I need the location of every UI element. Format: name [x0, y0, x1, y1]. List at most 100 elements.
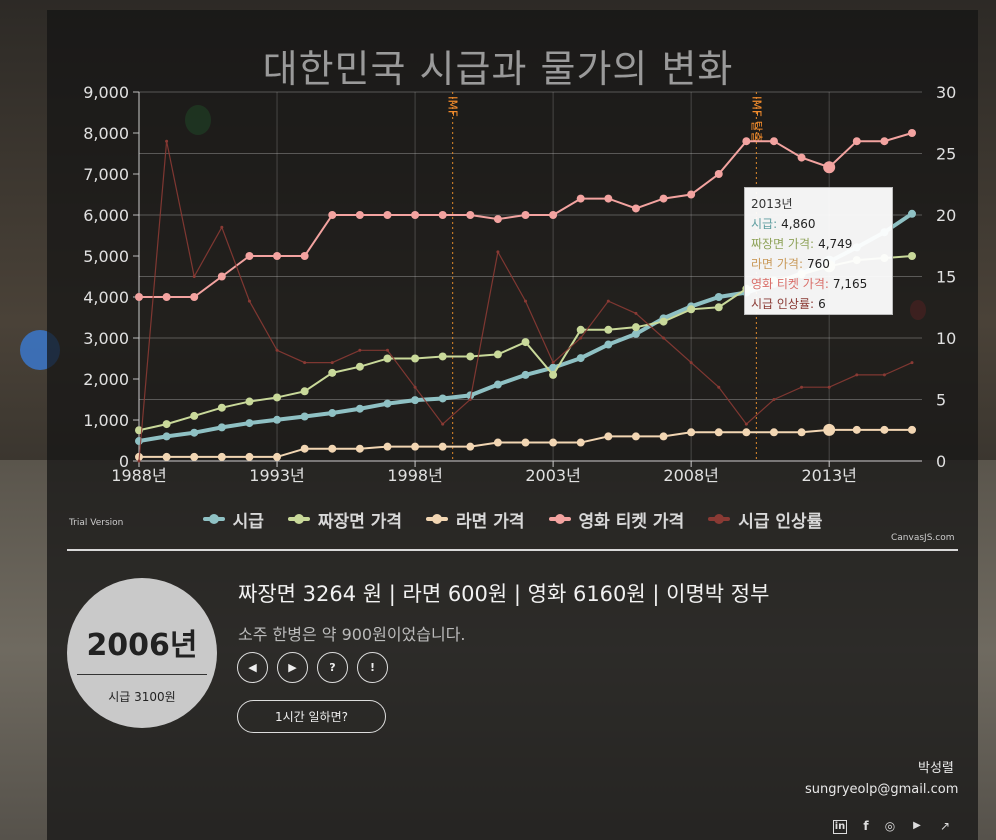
- y-tick-label-right: 15: [936, 268, 956, 287]
- legend-item[interactable]: 짜장면 가격: [287, 507, 403, 532]
- data-point: [135, 293, 143, 301]
- y-tick-label-right: 30: [936, 83, 956, 102]
- data-point: [744, 422, 748, 426]
- content-panel: [47, 10, 978, 840]
- external-link-icon[interactable]: ↗: [939, 819, 951, 833]
- data-point: [411, 396, 420, 405]
- author-email[interactable]: sungryeolp@gmail.com: [805, 782, 959, 797]
- tooltip-label: 시급 인상률:: [751, 297, 815, 311]
- data-point: [579, 336, 583, 340]
- data-point: [330, 361, 334, 365]
- data-point: [604, 432, 613, 441]
- data-point: [659, 432, 668, 441]
- legend-item[interactable]: 시급: [202, 507, 264, 532]
- data-point: [355, 362, 364, 371]
- tooltip-row-wage: 시급: 4,860: [751, 214, 886, 234]
- trial-version-label: Trial Version: [69, 518, 124, 528]
- tooltip-value: 760: [807, 257, 830, 271]
- legend-item[interactable]: 시급 인상률: [708, 507, 822, 532]
- data-point: [466, 391, 475, 400]
- data-point: [328, 368, 337, 377]
- canvasjs-credit-link[interactable]: CanvasJS.com: [891, 533, 955, 543]
- data-point: [162, 420, 171, 429]
- data-point: [190, 411, 199, 420]
- author-name: 박성렬: [918, 761, 954, 776]
- data-point: [217, 403, 226, 412]
- data-point: [549, 370, 558, 379]
- x-tick-label: 1993년: [249, 466, 304, 485]
- data-point: [438, 352, 447, 361]
- data-point: [328, 409, 337, 418]
- data-point: [910, 361, 914, 365]
- question-icon: ?: [329, 661, 336, 674]
- facebook-icon[interactable]: f: [863, 819, 869, 833]
- year-subline: 소주 한병은 약 900원이었습니다.: [238, 625, 466, 644]
- linkedin-icon[interactable]: in: [833, 820, 847, 834]
- data-point: [328, 211, 337, 219]
- info-button[interactable]: !: [357, 652, 388, 683]
- chart-tooltip: 2013년 시급: 4,860 짜장면 가격: 4,749 라면 가격: 760 영화…: [744, 187, 893, 315]
- year-headline: 짜장면 3264 원 | 라면 600원 | 영화 6160원 | 이명박 정부: [238, 582, 770, 606]
- y-tick-label-left: 6,000: [83, 206, 129, 225]
- one-hour-work-button[interactable]: 1시간 일하면?: [237, 700, 386, 733]
- data-point: [165, 139, 169, 143]
- data-point: [466, 442, 475, 451]
- data-point: [714, 303, 723, 312]
- data-point: [300, 412, 309, 421]
- data-point: [604, 340, 613, 349]
- data-point: [662, 336, 666, 340]
- data-point: [908, 129, 916, 137]
- data-point: [438, 442, 447, 451]
- y-tick-label-left: 7,000: [83, 165, 129, 184]
- y-tick-label-right: 0: [936, 452, 946, 471]
- data-point: [162, 293, 171, 301]
- data-point: [576, 194, 585, 203]
- legend-label: 시급: [232, 511, 264, 532]
- legend-label: 짜장면 가격: [317, 511, 403, 532]
- data-point: [714, 293, 723, 301]
- data-point: [717, 385, 721, 389]
- data-point: [524, 299, 527, 303]
- legend-label: 시급 인상률: [738, 511, 823, 532]
- data-point: [549, 211, 558, 219]
- legend-swatch: [426, 514, 449, 524]
- data-point: [521, 370, 530, 379]
- x-tick-label: 2008년: [663, 466, 718, 485]
- year-badge-wage: 시급 3100원: [108, 690, 176, 704]
- data-point: [631, 329, 640, 338]
- data-point: [162, 452, 171, 461]
- prev-year-button[interactable]: ◀: [237, 652, 268, 683]
- data-point: [631, 204, 640, 213]
- y-tick-label-right: 10: [936, 329, 956, 348]
- data-point: [521, 338, 530, 347]
- data-point: [355, 444, 364, 453]
- data-point: [217, 452, 226, 461]
- data-point: [742, 137, 751, 146]
- data-point: [908, 209, 916, 218]
- data-point: [493, 380, 502, 389]
- data-point: [247, 299, 251, 303]
- data-point: [355, 404, 364, 413]
- help-button[interactable]: ?: [317, 652, 348, 683]
- data-point: [823, 161, 836, 174]
- data-point: [496, 250, 500, 254]
- data-point: [576, 438, 585, 447]
- legend-item[interactable]: 라면 가격: [426, 507, 525, 532]
- data-point: [273, 415, 282, 424]
- instagram-icon[interactable]: ◎: [884, 819, 896, 833]
- data-point: [137, 459, 141, 463]
- annotation-label: IMF: [446, 96, 460, 117]
- data-point: [493, 438, 502, 447]
- data-point: [383, 442, 392, 451]
- data-point: [328, 444, 337, 453]
- data-point: [908, 252, 916, 260]
- data-point: [217, 272, 226, 281]
- data-point: [355, 211, 364, 219]
- legend-item[interactable]: 영화 티켓 가격: [548, 507, 684, 532]
- x-tick-label: 2003년: [525, 466, 580, 485]
- data-point: [493, 350, 502, 359]
- youtube-icon[interactable]: ▶: [913, 820, 921, 831]
- exclamation-icon: !: [369, 661, 376, 674]
- tooltip-value: 6: [818, 297, 826, 311]
- next-year-button[interactable]: ▶: [277, 652, 308, 683]
